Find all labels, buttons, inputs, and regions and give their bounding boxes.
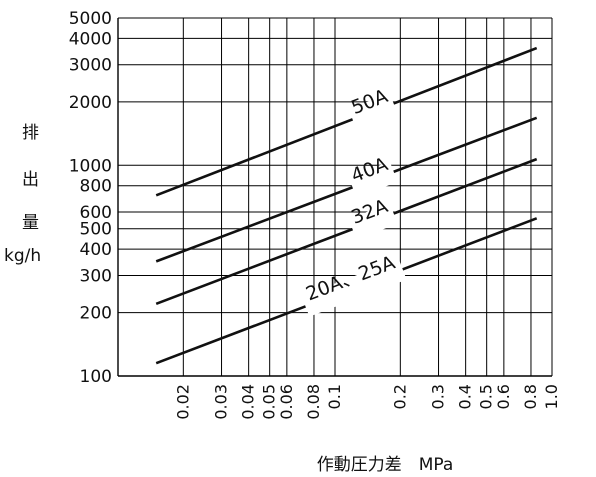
y-axis-label-char-2: 出 (22, 170, 39, 190)
x-tick-label: 0.3 (429, 384, 448, 409)
y-tick-label: 100 (80, 367, 112, 387)
series-label-background (348, 93, 398, 130)
x-tick-label: 0.02 (173, 384, 192, 420)
x-axis-label: 作動圧力差 MPa (317, 455, 454, 475)
y-tick-label: 2000 (69, 93, 112, 113)
series-label-background (348, 203, 398, 240)
y-tick-label: 200 (80, 304, 112, 324)
y-tick-label: 600 (80, 203, 112, 223)
y-axis-label-char-1: 排 (22, 123, 39, 143)
y-tick-label: 800 (80, 177, 112, 197)
x-tick-label: 1.0 (542, 384, 561, 409)
series-label-group: 40A (348, 153, 398, 198)
series-line-2 (155, 116, 538, 263)
x-tick-label: 0.2 (390, 384, 409, 409)
x-tick-label: 0.05 (260, 384, 279, 420)
x-tick-label: 0.08 (304, 384, 323, 420)
series-label-background (301, 259, 407, 317)
series-label-background (348, 161, 398, 198)
x-tick-label: 0.8 (521, 384, 540, 409)
y-axis-label-char-3: 量 (22, 213, 39, 233)
y-tick-label: 400 (80, 240, 112, 260)
series-line-1 (155, 46, 538, 197)
series-label-group: 32A (348, 195, 398, 240)
grid-lines (117, 17, 553, 377)
series-lines (155, 46, 538, 365)
x-tick-label: 0.6 (494, 384, 513, 409)
y-axis-label-unit: kg/h (4, 246, 42, 266)
y-tick-label: 5000 (69, 9, 112, 29)
x-tick-label: 0.4 (456, 384, 475, 409)
x-tick-label: 0.5 (477, 384, 496, 409)
y-tick-label: 3000 (69, 56, 112, 76)
series-label-group: 50A (348, 85, 398, 130)
y-tick-label: 300 (80, 266, 112, 286)
x-tick-label: 0.1 (325, 384, 344, 409)
x-tick-label: 0.03 (212, 384, 231, 420)
series-line-3 (155, 157, 538, 306)
y-tick-label: 4000 (69, 29, 112, 49)
y-tick-label: 1000 (69, 156, 112, 176)
x-tick-labels: 0.02 0.03 0.04 0.050.06 0.08 0.1 0.2 0.3 0.4 0.50… (173, 384, 561, 420)
x-tick-label: 0.04 (239, 384, 258, 420)
x-tick-label: 0.06 (277, 384, 296, 420)
y-tick-label: 500 (80, 220, 112, 240)
